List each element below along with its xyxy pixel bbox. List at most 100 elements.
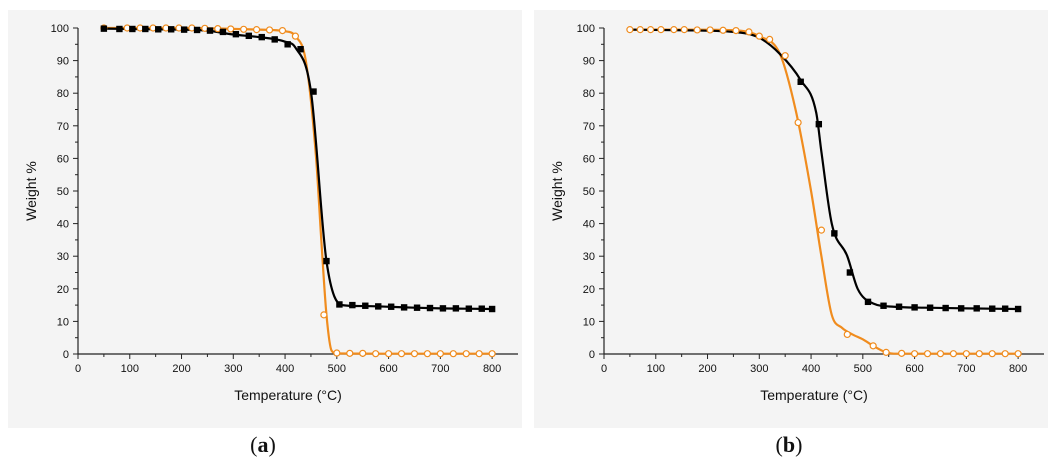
data-point-circle xyxy=(636,26,644,34)
data-point-square xyxy=(129,25,136,33)
data-point-circle xyxy=(843,330,851,339)
data-point-circle xyxy=(882,348,890,356)
data-point-square xyxy=(323,257,330,265)
data-point-circle xyxy=(719,26,727,34)
data-point-circle xyxy=(265,26,274,34)
data-point-square xyxy=(815,120,823,128)
data-point-circle xyxy=(397,350,406,358)
data-point-square xyxy=(100,25,108,32)
data-point-circle xyxy=(936,350,945,358)
y-tick-label: 20 xyxy=(57,284,69,296)
data-point-square xyxy=(362,302,369,309)
data-point-circle xyxy=(346,349,354,357)
data-point-circle xyxy=(745,28,753,36)
data-point-square xyxy=(180,26,188,33)
data-point-square xyxy=(957,305,965,312)
data-point-square xyxy=(989,305,996,312)
data-point-square xyxy=(864,298,872,306)
data-point-square xyxy=(400,304,408,311)
tga-chart-a: 0 100 200 300 400 500 600 700 800 0 10 20 30 40 50 60 70… xyxy=(23,23,518,403)
data-point-circle xyxy=(252,26,261,34)
data-point-square xyxy=(116,25,123,33)
chart-panel-b: 0 100 200 300 400 500 600 700 800 0 10 20 30 40 50 60 70… xyxy=(526,0,1052,463)
y-tick-label: 40 xyxy=(583,219,595,231)
data-point-circle xyxy=(949,350,958,358)
y-tick-label: 10 xyxy=(57,316,69,328)
x-tick-label: 600 xyxy=(905,363,923,375)
data-point-circle xyxy=(1001,350,1009,358)
data-point-circle xyxy=(794,118,802,127)
y-tick-label: 90 xyxy=(583,56,595,68)
data-point-circle xyxy=(923,350,932,358)
data-point-circle xyxy=(988,350,996,358)
data-point-circle xyxy=(488,350,496,358)
data-point-square xyxy=(426,304,434,312)
x-tick-label: 700 xyxy=(957,363,975,375)
data-point-circle xyxy=(320,311,328,319)
data-point-circle xyxy=(755,32,763,40)
data-point-circle xyxy=(975,350,983,358)
data-point-square xyxy=(942,304,949,312)
series-line xyxy=(628,28,1020,355)
data-point-square xyxy=(375,303,382,310)
caption-open-paren: ( xyxy=(250,432,258,457)
data-point-circle xyxy=(475,350,483,358)
data-point-square xyxy=(439,305,447,312)
data-point-square xyxy=(142,25,149,33)
series-line xyxy=(102,26,494,355)
chart-background xyxy=(534,10,1048,428)
x-tick-label: 0 xyxy=(75,363,81,375)
caption-close-paren: ) xyxy=(795,432,803,457)
x-tick-label: 600 xyxy=(379,363,397,375)
data-point-square xyxy=(271,36,278,43)
data-point-circle xyxy=(384,350,393,358)
tga-chart-b: 0 100 200 300 400 500 600 700 800 0 10 20 30 40 50 60 70… xyxy=(549,23,1044,403)
data-point-circle xyxy=(626,26,634,34)
data-point-square xyxy=(387,303,395,310)
y-tick-label: 50 xyxy=(57,186,69,198)
data-point-circle xyxy=(449,350,457,358)
caption-close-paren: ) xyxy=(268,432,276,457)
series-line xyxy=(102,27,494,311)
data-point-square xyxy=(284,41,291,48)
y-tick-label: 40 xyxy=(57,219,69,231)
y-tick-label: 80 xyxy=(57,88,69,100)
y-axis-title: Weight % xyxy=(549,161,565,221)
data-point-square xyxy=(926,304,934,311)
y-tick-label: 100 xyxy=(51,23,69,35)
data-point-circle xyxy=(291,32,300,40)
data-point-circle xyxy=(436,350,444,358)
y-tick-label: 100 xyxy=(577,23,595,35)
data-point-circle xyxy=(962,350,970,358)
y-tick-label: 0 xyxy=(63,349,69,361)
x-tick-label: 400 xyxy=(802,363,820,375)
caption-open-paren: ( xyxy=(775,432,783,457)
x-tick-label: 200 xyxy=(172,363,190,375)
data-point-circle xyxy=(693,26,701,34)
y-tick-label: 30 xyxy=(583,251,595,263)
data-point-square xyxy=(297,45,304,53)
data-point-circle xyxy=(657,26,665,34)
data-point-square xyxy=(232,30,240,38)
caption-letter: b xyxy=(782,432,796,457)
data-point-square xyxy=(219,28,227,36)
data-point-circle xyxy=(910,350,919,358)
data-point-square xyxy=(206,27,214,34)
y-tick-label: 90 xyxy=(57,56,69,68)
x-tick-label: 300 xyxy=(224,363,242,375)
data-point-circle xyxy=(359,349,367,357)
data-point-square xyxy=(245,32,253,40)
data-point-circle xyxy=(278,27,287,35)
data-point-circle xyxy=(1014,350,1022,358)
data-point-circle xyxy=(214,25,222,33)
y-tick-label: 70 xyxy=(57,121,69,133)
data-point-square xyxy=(310,88,317,95)
data-point-circle xyxy=(646,26,655,34)
y-tick-label: 10 xyxy=(583,316,595,328)
data-point-square xyxy=(880,302,887,309)
data-point-square xyxy=(349,301,356,309)
y-tick-label: 80 xyxy=(583,88,595,100)
data-point-square xyxy=(488,305,496,313)
x-tick-label: 200 xyxy=(698,363,716,375)
chart-panel-a: 0 100 200 300 400 500 600 700 800 0 10 20 30 40 50 60 70… xyxy=(8,10,522,457)
